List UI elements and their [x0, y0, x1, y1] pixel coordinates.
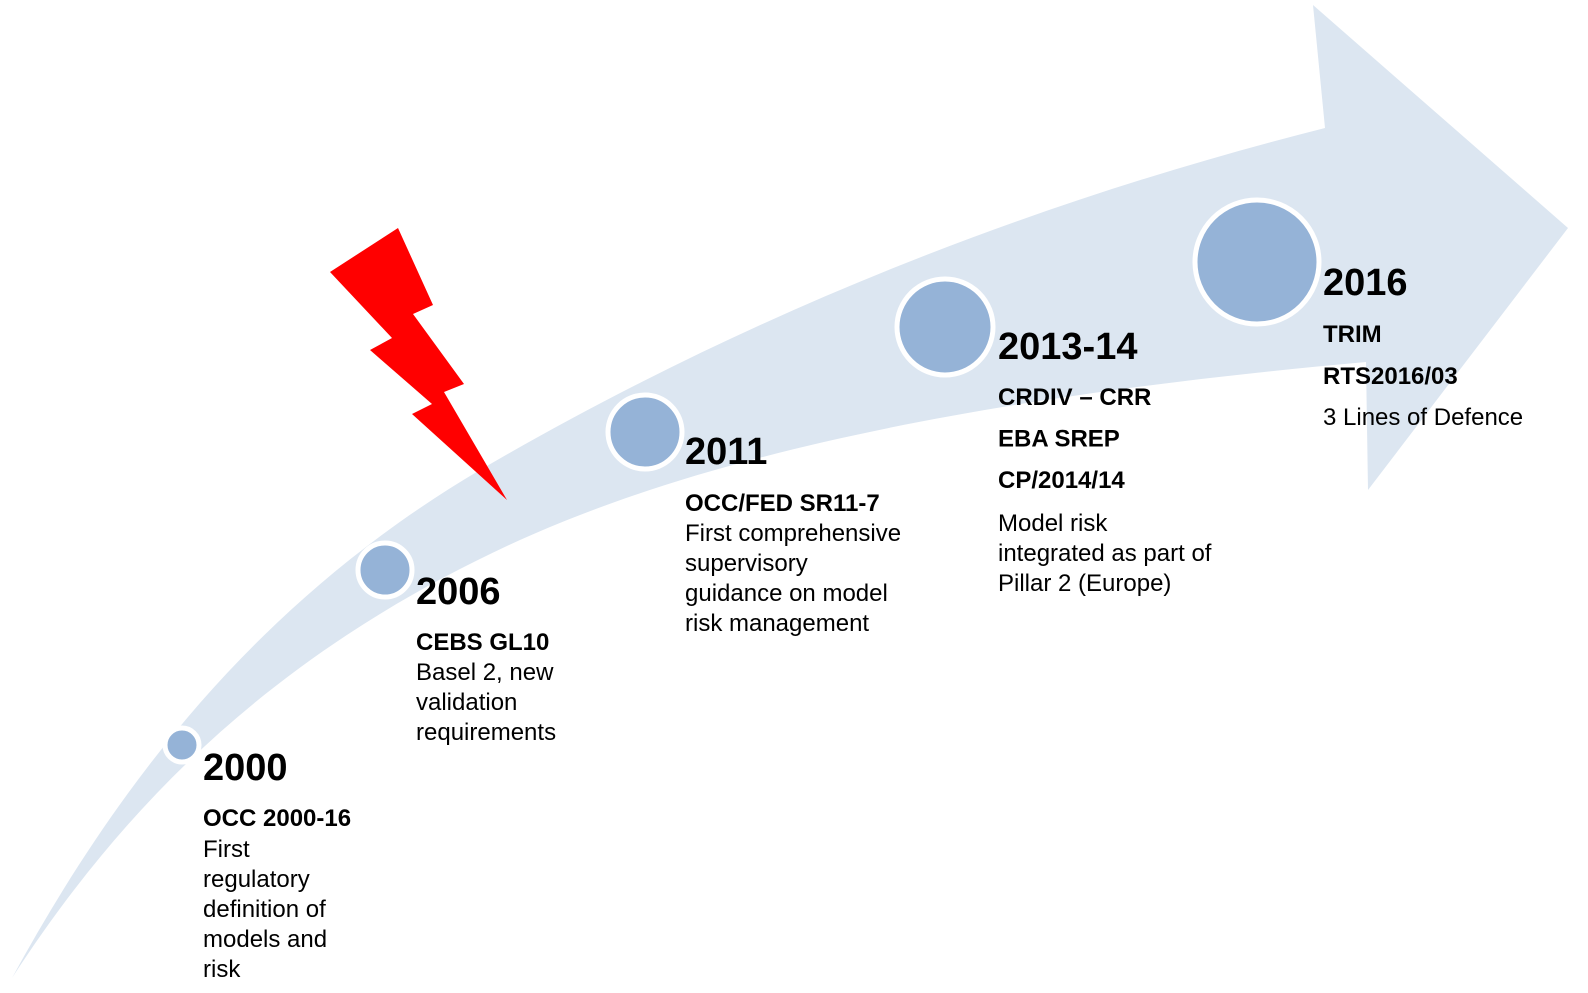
milestone-regulation: TRIM [1323, 321, 1382, 348]
milestone-year: 2011 [685, 431, 767, 473]
milestone-description: Basel 2, new [416, 659, 554, 686]
milestone-regulation: OCC/FED SR11-7 [685, 490, 880, 517]
milestone-description: integrated as part of [998, 540, 1212, 567]
milestone-regulation: CRDIV – CRR [998, 384, 1151, 411]
milestone-description: regulatory [203, 866, 310, 893]
milestone-regulation: CP/2014/14 [998, 467, 1125, 494]
milestone-year: 2000 [203, 747, 288, 789]
growth-arrow [12, 5, 1568, 978]
milestone-regulation: CEBS GL10 [416, 629, 549, 656]
milestone-description: risk management [685, 610, 869, 637]
milestone-description: 3 Lines of Defence [1323, 404, 1523, 431]
milestone-description: First comprehensive [685, 520, 901, 547]
milestone-regulation: RTS2016/03 [1323, 363, 1458, 390]
milestone-dot [1192, 197, 1322, 327]
milestone-year: 2006 [416, 571, 501, 613]
milestone-description: First [203, 836, 250, 863]
milestones: 2000 OCC 2000-16 First regulatory definition… [162, 197, 1523, 983]
milestone-year: 2013-14 [998, 326, 1137, 368]
milestone-dot [605, 392, 685, 472]
milestone-dot [355, 540, 415, 600]
milestone-regulation: OCC 2000-16 [203, 805, 351, 832]
milestone-description: models and [203, 926, 327, 953]
milestone-description: definition of [203, 896, 326, 923]
milestone-description: risk [203, 956, 241, 983]
milestone-description: requirements [416, 719, 556, 746]
milestone-dot [894, 276, 996, 378]
milestone-description: supervisory [685, 550, 808, 577]
milestone-year: 2016 [1323, 262, 1408, 304]
milestone-description: validation [416, 689, 517, 716]
milestone-description: guidance on model [685, 580, 888, 607]
milestone-regulation: EBA SREP [998, 426, 1120, 453]
milestone-description: Model risk [998, 510, 1108, 537]
lightning-bolt [330, 228, 507, 500]
milestone-dot [162, 725, 202, 765]
milestone-description: Pillar 2 (Europe) [998, 570, 1171, 597]
